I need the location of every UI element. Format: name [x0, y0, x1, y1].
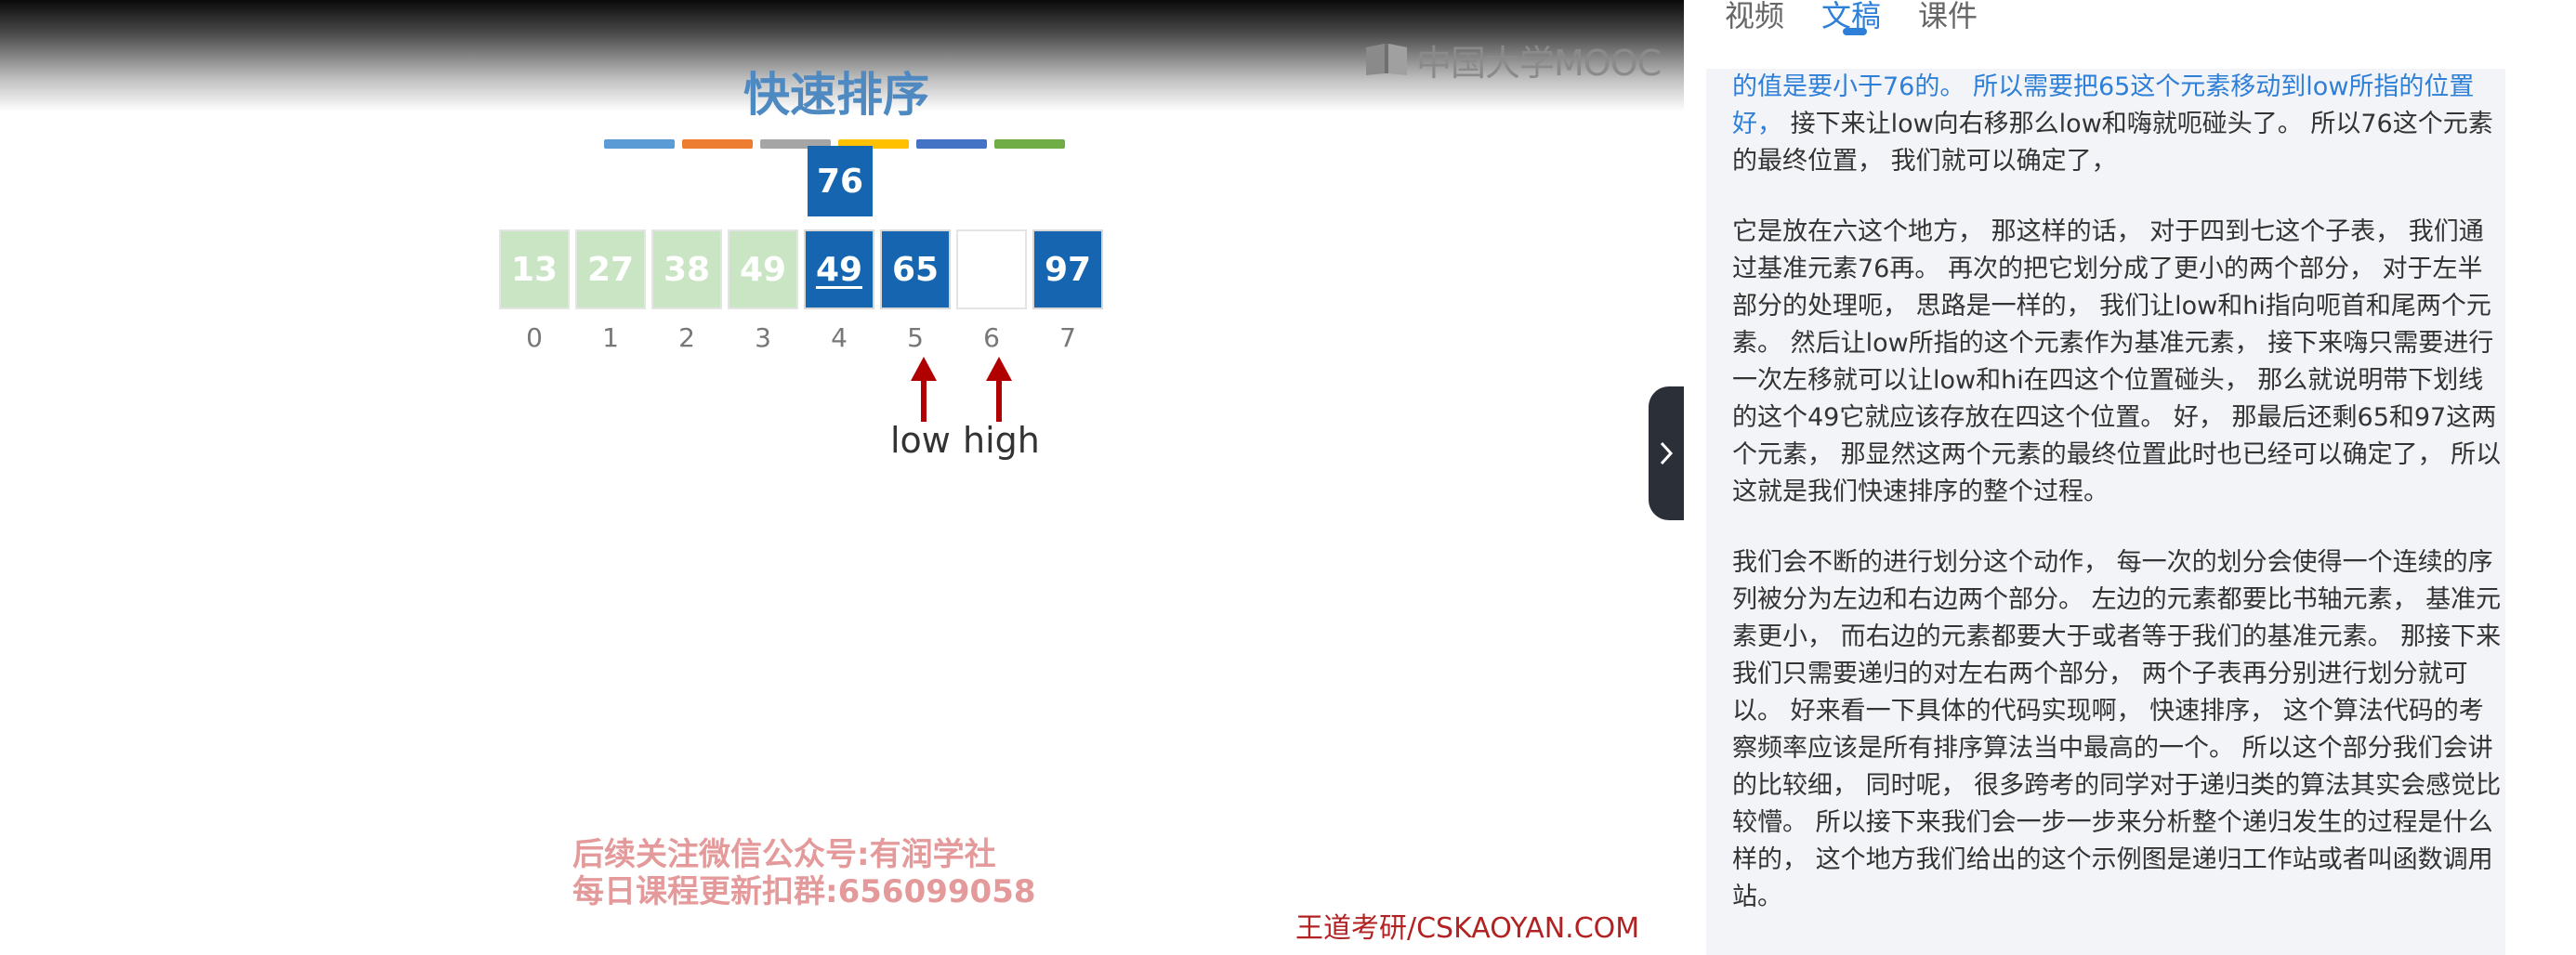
tab-courseware[interactable]: 课件	[1918, 0, 1978, 33]
paragraph-text: 接下来让low向右移那么low和嗨就呃碰头了。 所以76这个元素的最终位置， 我…	[1732, 110, 2493, 176]
promo-line-2: 每日课程更新扣群:656099058	[572, 873, 1036, 910]
color-strip-segment	[682, 139, 753, 149]
pivot-element: 76	[808, 146, 873, 216]
low-pointer-arrow-icon	[911, 357, 937, 422]
array-cell: 38	[651, 229, 722, 309]
color-strip-segment	[916, 139, 987, 149]
array-cell: 49	[728, 229, 798, 309]
color-strip-segment	[604, 139, 675, 149]
array-index-label: 2	[678, 322, 695, 353]
transcript-panel: 视频 文稿 课件 的值是要小于76的。 所以需要把65这个元素移动到low所指的…	[1684, 0, 2576, 955]
transcript-paragraph: 我们会不断的进行划分这个动作， 每一次的划分会使得一个连续的序列被分为左边和右边…	[1732, 548, 2502, 911]
high-pointer-arrow-icon	[986, 357, 1012, 422]
active-tab-indicator	[1843, 28, 1867, 35]
transcript-paragraph: 的值是要小于76的。 所以需要把65这个元素移动到low所指的位置好， 接下来让…	[1732, 69, 2505, 180]
array-row: 13 0 27 1 38 2 49 3 49 4 65 5 6 97 7	[499, 229, 1107, 353]
array-index-label: 7	[1059, 322, 1076, 353]
array-cell: 65	[880, 229, 951, 309]
collapse-panel-button[interactable]	[1649, 386, 1684, 520]
tab-video[interactable]: 视频	[1725, 0, 1785, 33]
video-player[interactable]: 中国大学MOOC 快速排序 76 13 0 27 1 38 2 49 3 49 4 65 5 6 97 7 …	[0, 0, 1684, 955]
array-cell-value: 38	[663, 250, 711, 289]
array-index-label: 5	[907, 322, 924, 353]
chevron-right-icon	[1660, 441, 1674, 465]
highlighted-sentence[interactable]: 的值是要小于76的。 所以需要把65这个元素移动到low所指的位置好，	[1732, 72, 2475, 138]
array-index-label: 4	[831, 322, 848, 353]
array-cell: 49	[804, 229, 874, 309]
array-index-label: 1	[602, 322, 619, 353]
array-cell: 13	[499, 229, 570, 309]
promo-line-1: 后续关注微信公众号:有润学社	[572, 836, 996, 873]
array-cell-value: 97	[1044, 250, 1092, 289]
array-cell-value: 49	[739, 250, 787, 289]
array-index-label: 0	[526, 322, 543, 353]
slide-title: 快速排序	[743, 68, 929, 122]
color-strip	[604, 139, 1065, 149]
color-strip-segment	[994, 139, 1065, 149]
array-cell: 97	[1032, 229, 1103, 309]
array-cell-value: 13	[510, 250, 559, 289]
mooc-logo: 中国大学MOOC	[1364, 39, 1662, 84]
array-cell-value: 27	[586, 250, 635, 289]
watermark: 王道考研/CSKAOYAN.COM	[1295, 912, 1640, 945]
transcript-content[interactable]: 的值是要小于76的。 所以需要把65这个元素移动到low所指的位置好， 接下来让…	[1706, 69, 2505, 955]
panel-tabs: 视频 文稿 课件	[1684, 0, 2576, 41]
array-index-label: 6	[983, 322, 1000, 353]
color-strip-segment	[838, 139, 909, 149]
high-pointer-label: high	[963, 420, 1040, 461]
book-logo-icon	[1366, 44, 1407, 75]
array-cell-value: 65	[891, 250, 940, 289]
transcript-paragraph: 它是放在六这个地方， 那这样的话， 对于四到七这个子表， 我们通过基准元素76再…	[1732, 217, 2502, 506]
color-strip-segment	[760, 139, 831, 149]
array-cell: 27	[575, 229, 646, 309]
promo-overlay: 后续关注微信公众号:有润学社 每日课程更新扣群:656099058	[572, 836, 1036, 910]
low-pointer-label: low	[890, 420, 951, 461]
array-cell-value: 49	[815, 250, 863, 289]
mooc-logo-text: 中国大学MOOC	[1416, 42, 1662, 84]
array-index-label: 3	[755, 322, 771, 353]
array-cell	[956, 229, 1027, 309]
